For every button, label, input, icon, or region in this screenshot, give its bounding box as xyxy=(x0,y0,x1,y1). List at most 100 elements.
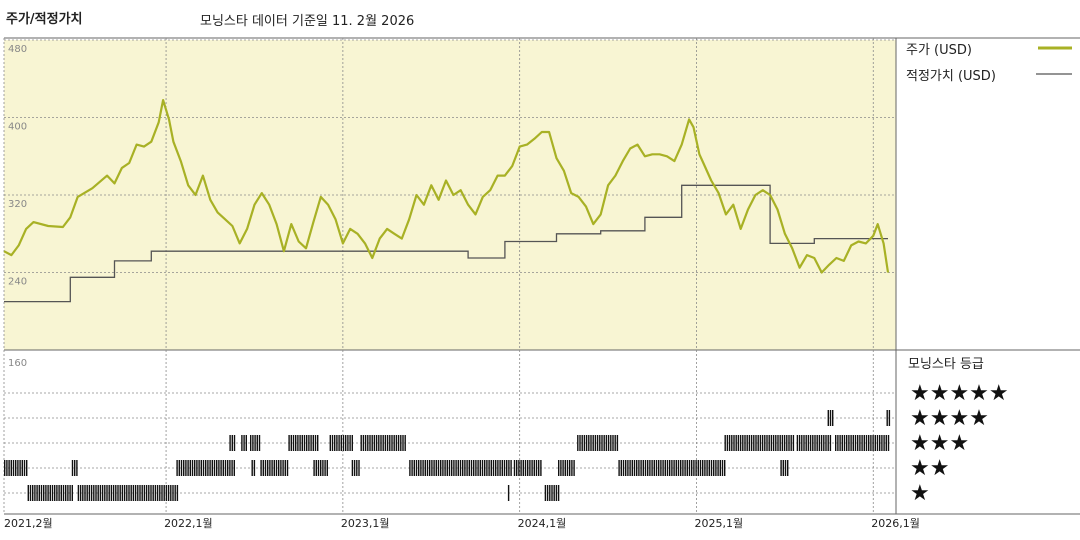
rating-segment-2-stars xyxy=(260,460,289,476)
rating-tick xyxy=(202,460,205,476)
rating-tick xyxy=(522,460,524,476)
legend-fair-label: 적정가치 (USD) xyxy=(906,69,996,84)
rating-tick xyxy=(750,435,753,451)
rating-tick xyxy=(43,485,45,501)
rating-tick xyxy=(566,460,569,476)
rating-tick xyxy=(336,435,338,451)
rating-tick xyxy=(742,435,744,451)
rating-tick xyxy=(649,460,651,476)
rating-tick xyxy=(638,460,640,476)
rating-tick xyxy=(535,460,538,476)
rating-tick xyxy=(440,460,442,476)
rating-tick xyxy=(497,460,499,476)
y-tick-label: 320 xyxy=(8,199,27,210)
rating-tick xyxy=(391,435,393,451)
rating-tick xyxy=(306,435,308,451)
rating-tick xyxy=(38,485,40,501)
rating-tick xyxy=(56,485,58,501)
rating-tick xyxy=(837,435,839,451)
rating-tick xyxy=(231,460,233,476)
rating-tick xyxy=(97,485,99,501)
rating-tick xyxy=(260,460,262,476)
rating-tick xyxy=(677,460,680,476)
rating-tick xyxy=(67,485,69,501)
rating-tick xyxy=(347,435,349,451)
rating-tick xyxy=(518,460,520,476)
rating-tick xyxy=(644,460,647,476)
rating-tick xyxy=(640,460,642,476)
rating-tick xyxy=(273,460,275,476)
rating-tick xyxy=(110,485,113,501)
rating-tick xyxy=(422,460,424,476)
rating-tick xyxy=(610,435,612,451)
rating-tick xyxy=(724,460,726,476)
rating-tick xyxy=(362,435,365,451)
rating-tick xyxy=(527,460,529,476)
rating-tick xyxy=(887,435,890,451)
rating-tick xyxy=(229,460,231,476)
rating-tick xyxy=(462,460,464,476)
rating-tick xyxy=(431,460,433,476)
rating-scale-4-stars: ★★★★ xyxy=(910,406,989,431)
rating-tick xyxy=(843,435,846,451)
rating-tick xyxy=(117,485,119,501)
rating-tick xyxy=(612,435,614,451)
rating-tick xyxy=(10,460,12,476)
rating-tick xyxy=(807,435,810,451)
rating-tick xyxy=(809,435,812,451)
rating-tick xyxy=(152,485,154,501)
rating-tick xyxy=(495,460,497,476)
rating-tick xyxy=(299,435,301,451)
rating-tick xyxy=(442,460,444,476)
rating-tick xyxy=(331,435,334,451)
x-tick-label: 2024,1월 xyxy=(518,517,567,530)
rating-tick xyxy=(60,485,62,501)
rating-tick xyxy=(54,485,56,501)
x-axis-tick-labels: 2021,2월 2022,1월 2023,1월 2024,1월 2025,1월 2026,… xyxy=(4,517,920,530)
rating-tick xyxy=(216,460,218,476)
rating-tick xyxy=(562,460,564,476)
rating-tick xyxy=(371,435,373,451)
rating-tick xyxy=(8,460,10,476)
rating-tick xyxy=(76,460,78,476)
rating-tick xyxy=(290,435,292,451)
rating-tick xyxy=(128,485,130,501)
rating-tick xyxy=(647,460,649,476)
rating-tick xyxy=(513,460,516,476)
rating-tick xyxy=(26,460,28,476)
rating-segment-1-stars xyxy=(77,485,179,501)
rating-tick xyxy=(262,460,264,476)
rating-tick xyxy=(499,460,501,476)
rating-tick xyxy=(473,460,475,476)
rating-tick xyxy=(636,460,638,476)
rating-tick xyxy=(724,435,726,451)
rating-tick xyxy=(731,435,733,451)
rating-tick xyxy=(560,460,562,476)
rating-tick xyxy=(879,435,881,451)
rating-bars xyxy=(4,410,891,501)
rating-tick xyxy=(222,460,224,476)
rating-tick xyxy=(245,435,247,451)
rating-tick xyxy=(161,485,163,501)
rating-tick xyxy=(167,485,170,501)
rating-tick xyxy=(886,410,888,426)
rating-tick xyxy=(29,485,32,501)
rating-segment-3-stars xyxy=(724,435,795,451)
rating-tick xyxy=(163,485,165,501)
rating-tick xyxy=(154,485,157,501)
rating-tick xyxy=(470,460,473,476)
rating-tick xyxy=(213,460,216,476)
rating-scale-labels: ★★★★★★★★★★★★★★★ xyxy=(910,381,1009,506)
rating-tick xyxy=(123,485,126,501)
rating-tick xyxy=(267,460,269,476)
rating-tick xyxy=(699,460,702,476)
rating-tick xyxy=(857,435,859,451)
rating-tick xyxy=(653,460,655,476)
rating-tick xyxy=(592,435,594,451)
rating-tick xyxy=(620,460,622,476)
rating-tick xyxy=(726,435,729,451)
rating-segment-3-stars xyxy=(288,435,319,451)
rating-tick xyxy=(99,485,102,501)
rating-segment-2-stars xyxy=(558,460,575,476)
rating-tick xyxy=(590,435,592,451)
